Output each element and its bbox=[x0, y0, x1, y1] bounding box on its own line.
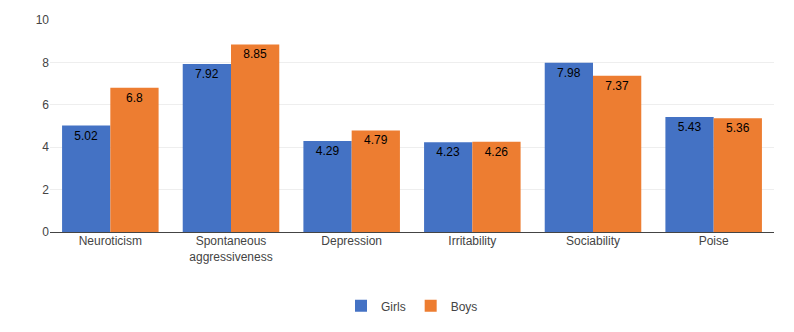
svg-text:Girls: Girls bbox=[381, 300, 406, 314]
svg-text:Poise: Poise bbox=[699, 234, 729, 248]
svg-text:0: 0 bbox=[42, 225, 49, 239]
svg-text:2: 2 bbox=[42, 183, 49, 197]
svg-text:10: 10 bbox=[36, 13, 50, 27]
svg-text:8.85: 8.85 bbox=[243, 47, 267, 61]
svg-text:4.79: 4.79 bbox=[364, 133, 388, 147]
svg-text:7.92: 7.92 bbox=[195, 67, 219, 81]
svg-text:Depression: Depression bbox=[321, 234, 382, 248]
svg-text:5.36: 5.36 bbox=[726, 121, 750, 135]
svg-text:6.8: 6.8 bbox=[126, 91, 143, 105]
svg-text:8: 8 bbox=[42, 56, 49, 70]
svg-text:4.26: 4.26 bbox=[485, 145, 509, 159]
svg-text:Sociability: Sociability bbox=[566, 234, 620, 248]
svg-text:6: 6 bbox=[42, 98, 49, 112]
svg-text:Boys: Boys bbox=[451, 300, 478, 314]
svg-text:4.23: 4.23 bbox=[436, 145, 460, 159]
svg-text:5.02: 5.02 bbox=[74, 129, 98, 143]
svg-text:4: 4 bbox=[42, 140, 49, 154]
svg-text:7.37: 7.37 bbox=[605, 79, 629, 93]
svg-text:Spontaneousaggressiveness: Spontaneousaggressiveness bbox=[189, 234, 272, 264]
svg-text:Irritability: Irritability bbox=[448, 234, 496, 248]
svg-text:4.29: 4.29 bbox=[316, 144, 340, 158]
svg-text:7.98: 7.98 bbox=[557, 66, 581, 80]
svg-text:5.43: 5.43 bbox=[678, 120, 702, 134]
svg-text:Neuroticism: Neuroticism bbox=[79, 234, 142, 248]
